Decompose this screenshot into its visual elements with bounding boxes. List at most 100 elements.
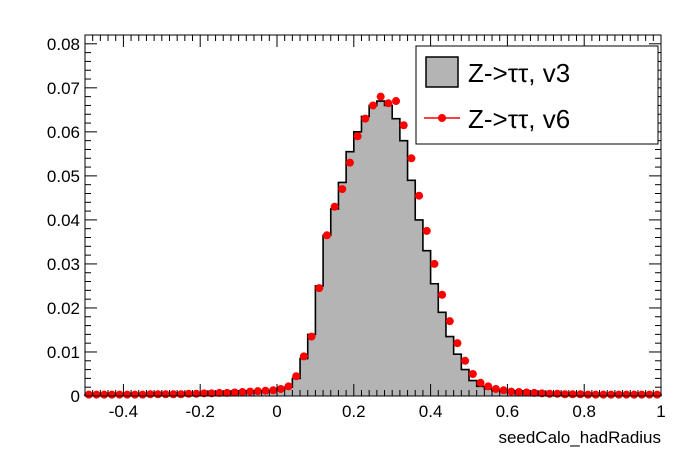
marker-point-v6 [392, 97, 401, 106]
legend: Z->ττ, v3 Z->ττ, v6 [415, 45, 659, 145]
marker-point-v6 [153, 390, 162, 399]
marker-point-v6 [361, 114, 370, 123]
marker-point-v6 [169, 390, 178, 399]
x-axis: -0.4 -0.2 0 0.2 0.4 0.6 0.8 1 [84, 35, 666, 421]
x-tick-label: 0.4 [419, 402, 443, 421]
marker-point-v6 [484, 382, 493, 391]
plot-border [84, 34, 662, 397]
marker-point-v6 [384, 99, 393, 108]
marker-point-v6 [369, 101, 377, 110]
y-tick-label: 0.01 [47, 343, 80, 362]
marker-point-v6 [345, 158, 354, 167]
histogram-fill-v3 [85, 101, 661, 396]
y-tick-label: 0.03 [47, 255, 80, 274]
marker-point-v6 [430, 259, 439, 268]
marker-point-v6 [553, 389, 562, 398]
marker-point-v6 [261, 386, 270, 395]
marker-point-v6 [307, 332, 316, 341]
legend-label-v6: Z->ττ, v6 [468, 104, 570, 134]
x-tick-label: 0.2 [342, 402, 366, 421]
marker-point-v6 [438, 290, 447, 299]
marker-point-v6 [537, 389, 546, 398]
marker-point-v6 [422, 226, 431, 235]
y-tick-label: 0.07 [47, 79, 80, 98]
marker-point-v6 [338, 185, 347, 194]
marker-point-v6 [376, 92, 385, 101]
legend-swatch-v3 [425, 56, 459, 88]
marker-point-v6 [599, 390, 608, 399]
marker-point-v6 [177, 390, 185, 399]
marker-point-v6 [622, 390, 631, 399]
marker-point-v6 [507, 387, 516, 396]
marker-point-v6 [491, 384, 500, 393]
legend-marker-v6 [438, 114, 446, 122]
marker-point-v6 [568, 390, 577, 399]
marker-point-v6 [107, 390, 116, 399]
x-tick-label: 0.8 [572, 402, 596, 421]
marker-point-v6 [192, 389, 201, 398]
marker-point-v6 [276, 384, 285, 393]
marker-point-v6 [561, 390, 569, 399]
marker-point-v6 [499, 386, 508, 395]
marker-point-v6 [584, 390, 593, 399]
y-tick-label: 0.02 [47, 299, 80, 318]
marker-point-v6 [230, 388, 239, 397]
marker-point-v6 [161, 390, 170, 399]
marker-point-v6 [246, 387, 255, 396]
marker-point-v6 [415, 191, 424, 200]
marker-point-v6 [607, 390, 616, 399]
marker-point-v6 [315, 284, 324, 293]
marker-point-v6 [630, 390, 639, 399]
marker-point-v6 [84, 390, 93, 399]
x-tick-label: 0.6 [496, 402, 520, 421]
marker-point-v6 [576, 390, 585, 399]
legend-label-v3: Z->ττ, v3 [468, 58, 570, 88]
marker-point-v6 [284, 382, 293, 391]
y-tick-label: 0.04 [47, 211, 80, 230]
marker-point-v6 [207, 389, 216, 398]
marker-point-v6 [100, 390, 109, 399]
marker-point-v6 [253, 387, 262, 396]
marker-point-v6 [353, 132, 362, 141]
x-tick-label: 0 [272, 402, 281, 421]
marker-point-v6 [653, 390, 662, 399]
marker-point-v6 [530, 388, 539, 397]
marker-point-v6 [92, 390, 101, 399]
marker-point-v6 [200, 389, 209, 398]
marker-point-v6 [461, 356, 470, 365]
marker-point-v6 [637, 390, 646, 399]
y-tick-label: 0 [71, 387, 80, 406]
marker-point-v6 [330, 202, 339, 211]
marker-point-v6 [115, 390, 124, 399]
marker-point-v6 [445, 317, 454, 326]
marker-point-v6 [223, 388, 232, 397]
marker-point-v6 [215, 388, 224, 397]
marker-point-v6 [453, 339, 462, 348]
marker-point-v6 [514, 388, 523, 397]
marker-point-v6 [614, 390, 623, 399]
marker-point-v6 [399, 121, 408, 130]
marker-point-v6 [292, 372, 301, 381]
marker-point-v6 [322, 231, 331, 240]
y-tick-label: 0.05 [47, 167, 80, 186]
y-axis: 0 0.01 0.02 0.03 0.04 0.05 0.06 0.07 0.08 [47, 34, 661, 406]
marker-point-v6 [299, 352, 308, 361]
x-axis-title: seedCalo_hadRadius [498, 428, 661, 447]
x-tick-label: -0.2 [186, 402, 215, 421]
marker-point-v6 [522, 388, 531, 397]
x-tick-label: -0.4 [109, 402, 138, 421]
marker-point-v6 [407, 154, 416, 163]
y-tick-label: 0.06 [47, 123, 80, 142]
marker-point-v6 [269, 386, 278, 395]
marker-point-v6 [146, 390, 155, 399]
y-tick-label: 0.08 [47, 35, 80, 54]
marker-point-v6 [184, 389, 193, 398]
marker-point-v6 [545, 389, 554, 398]
marker-point-v6 [123, 390, 132, 399]
marker-point-v6 [645, 390, 654, 399]
marker-point-v6 [468, 369, 477, 378]
marker-point-v6 [138, 390, 147, 399]
x-tick-label: 1 [656, 402, 665, 421]
marker-point-v6 [476, 378, 485, 387]
